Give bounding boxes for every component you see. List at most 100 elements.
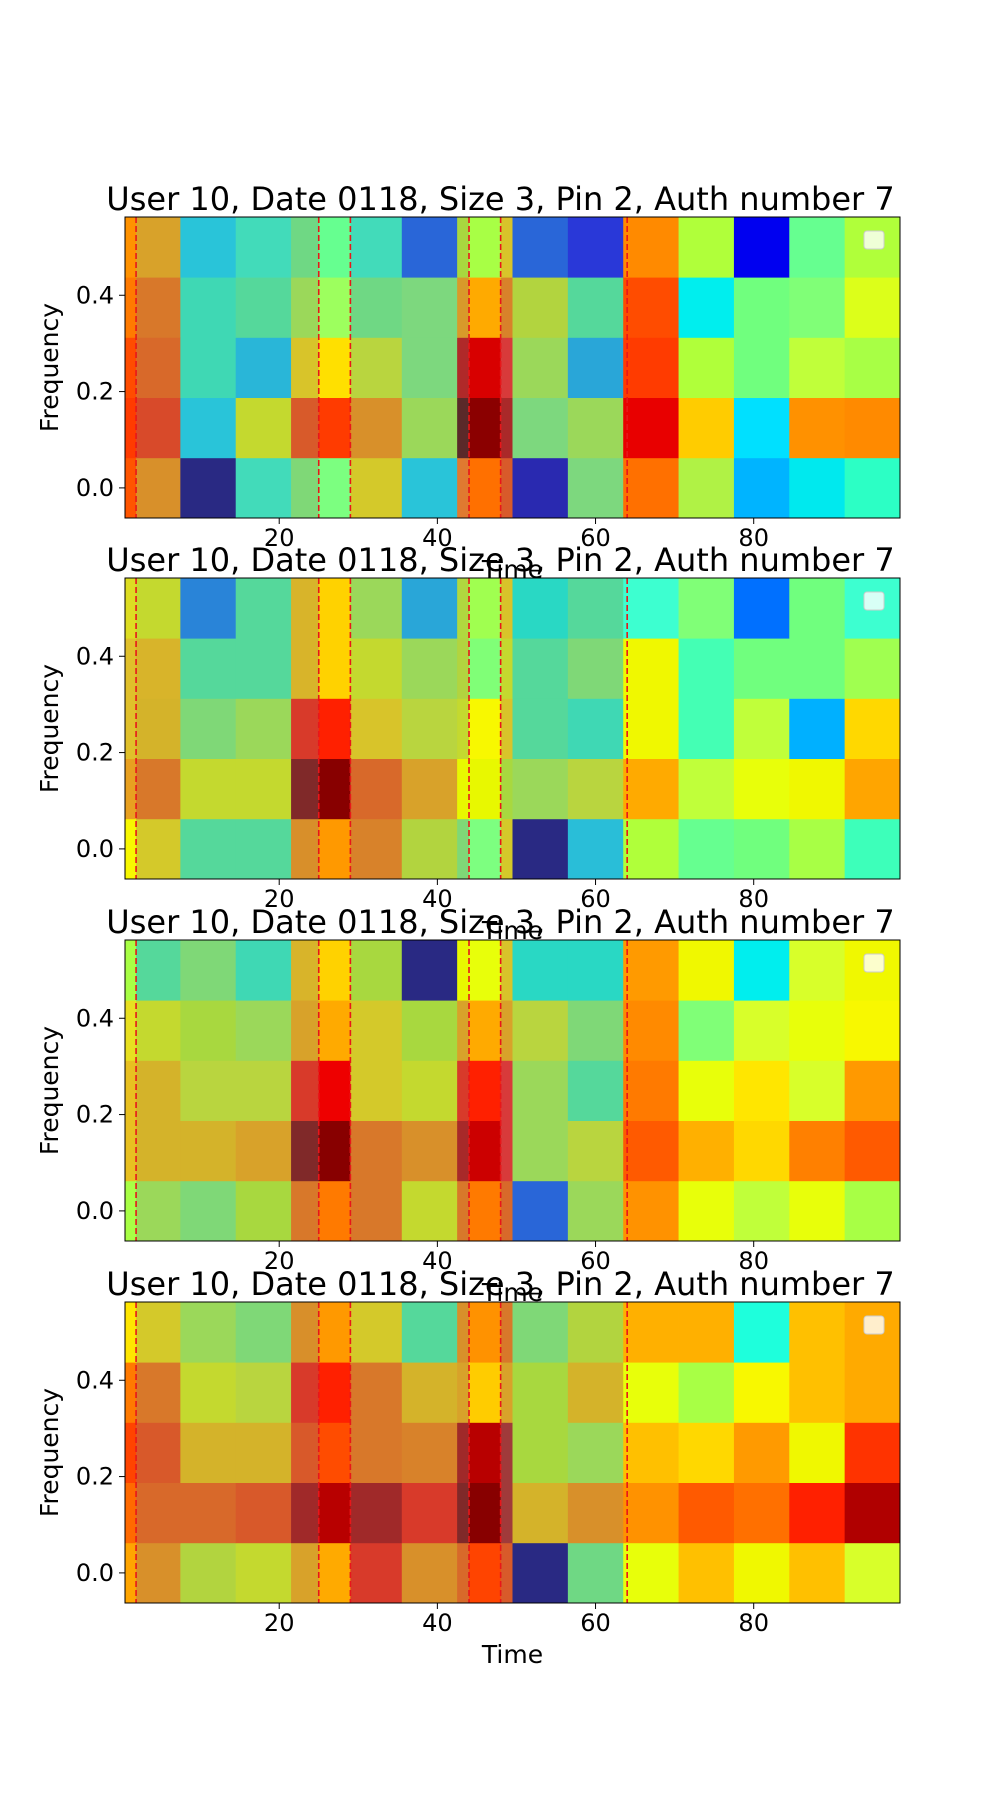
heatmap-cell bbox=[125, 1060, 137, 1121]
heatmap-cell bbox=[678, 1362, 735, 1423]
heatmap-cell bbox=[733, 940, 790, 1001]
heatmap-cell bbox=[500, 217, 513, 278]
heatmap-cell bbox=[733, 1482, 790, 1544]
x-tick-label: 80 bbox=[738, 1247, 769, 1275]
heatmap-cell bbox=[567, 1422, 624, 1483]
heatmap-cell bbox=[789, 698, 846, 759]
heatmap-cell bbox=[469, 638, 502, 699]
heatmap-cell bbox=[623, 1120, 679, 1182]
heatmap-cell bbox=[350, 940, 403, 1001]
x-tick-label: 20 bbox=[264, 1609, 295, 1637]
heatmap-cell bbox=[350, 1302, 403, 1363]
heatmap-cell bbox=[469, 1422, 502, 1483]
heatmap-cell bbox=[844, 1482, 901, 1544]
heatmap-cell bbox=[180, 457, 237, 519]
x-tick-label: 40 bbox=[422, 1247, 453, 1275]
heatmap-cell bbox=[235, 578, 292, 639]
heatmap-cell bbox=[401, 1362, 458, 1423]
subplot-4: 20 40 60 80 0.0 0.2 0.4 Time Frequency User 10, D… bbox=[35, 1265, 901, 1669]
heatmap-cell bbox=[469, 1000, 502, 1061]
heatmap-cell bbox=[180, 578, 237, 639]
heatmap-cell bbox=[500, 1000, 513, 1061]
y-tick-label: 0.2 bbox=[76, 378, 114, 406]
heatmap-cell bbox=[678, 397, 735, 459]
heatmap-cell bbox=[623, 1000, 679, 1061]
heatmap-cell bbox=[291, 1060, 320, 1121]
heatmap-cell bbox=[500, 1180, 513, 1242]
heatmap-cell bbox=[512, 818, 569, 880]
heatmap-cell bbox=[180, 397, 237, 459]
heatmap-cell bbox=[350, 1422, 403, 1483]
heatmap-cell bbox=[401, 337, 458, 398]
heatmap-cell bbox=[844, 1120, 901, 1182]
heatmap-cell bbox=[844, 698, 901, 759]
heatmap-cell bbox=[125, 1120, 137, 1182]
heatmap-cell bbox=[844, 818, 901, 880]
heatmap-cell bbox=[678, 1000, 735, 1061]
heatmap-cell bbox=[125, 1542, 137, 1604]
heatmap-cell bbox=[733, 1302, 790, 1363]
heatmap-cell bbox=[512, 1362, 569, 1423]
heatmap-cell bbox=[136, 457, 181, 519]
heatmap-cell bbox=[567, 940, 624, 1001]
heatmap-cell bbox=[318, 277, 351, 338]
heatmap-cell bbox=[401, 758, 458, 820]
heatmap-cell bbox=[136, 1302, 181, 1363]
x-tick-label: 20 bbox=[264, 524, 295, 552]
heatmap-cell bbox=[457, 337, 470, 398]
heatmap-cell bbox=[733, 698, 790, 759]
heatmap-cell bbox=[789, 397, 846, 459]
heatmap-cell bbox=[623, 1302, 679, 1363]
heatmap-cell bbox=[678, 1180, 735, 1242]
heatmap-cell bbox=[457, 578, 470, 639]
heatmap-cell bbox=[401, 1000, 458, 1061]
y-tick-label: 0.4 bbox=[76, 1366, 114, 1394]
heatmap-cell bbox=[350, 457, 403, 519]
heatmap-cell bbox=[318, 638, 351, 699]
heatmap-cell bbox=[623, 818, 679, 880]
heatmap-cell bbox=[469, 397, 502, 459]
heatmap-cell bbox=[789, 337, 846, 398]
heatmap-cell bbox=[291, 217, 320, 278]
heatmap-cell bbox=[733, 638, 790, 699]
heatmap-cell bbox=[350, 1120, 403, 1182]
heatmap-cell bbox=[235, 397, 292, 459]
heatmap-cell bbox=[457, 277, 470, 338]
legend-box bbox=[863, 591, 885, 611]
heatmap-cell bbox=[567, 758, 624, 820]
heatmap-cell bbox=[500, 397, 513, 459]
heatmap-cell bbox=[291, 277, 320, 338]
heatmap-cell bbox=[318, 397, 351, 459]
heatmap-cell bbox=[291, 1482, 320, 1544]
heatmap-cell bbox=[457, 1362, 470, 1423]
heatmap-cells bbox=[125, 940, 901, 1242]
heatmap-cell bbox=[469, 277, 502, 338]
heatmap-cell bbox=[291, 1120, 320, 1182]
heatmap-cell bbox=[457, 1000, 470, 1061]
heatmap-cell bbox=[136, 1542, 181, 1604]
heatmap-cell bbox=[401, 1302, 458, 1363]
heatmap-cell bbox=[789, 1542, 846, 1604]
heatmap-cell bbox=[844, 337, 901, 398]
heatmap-cell bbox=[844, 758, 901, 820]
heatmap-cell bbox=[291, 337, 320, 398]
heatmap-cell bbox=[125, 818, 137, 880]
heatmap-cell bbox=[789, 758, 846, 820]
x-tick-label: 80 bbox=[738, 524, 769, 552]
heatmap-cell bbox=[350, 638, 403, 699]
heatmap-cell bbox=[789, 277, 846, 338]
heatmap-cell bbox=[136, 638, 181, 699]
heatmap-cell bbox=[500, 818, 513, 880]
heatmap-cell bbox=[567, 1060, 624, 1121]
heatmap-cell bbox=[733, 578, 790, 639]
heatmap-cell bbox=[318, 1542, 351, 1604]
x-tick-label: 80 bbox=[738, 1609, 769, 1637]
heatmap-cell bbox=[469, 1120, 502, 1182]
heatmap-cell bbox=[180, 337, 237, 398]
heatmap-cell bbox=[733, 217, 790, 278]
axes-frame bbox=[124, 577, 901, 880]
heatmap-cell bbox=[469, 1060, 502, 1121]
